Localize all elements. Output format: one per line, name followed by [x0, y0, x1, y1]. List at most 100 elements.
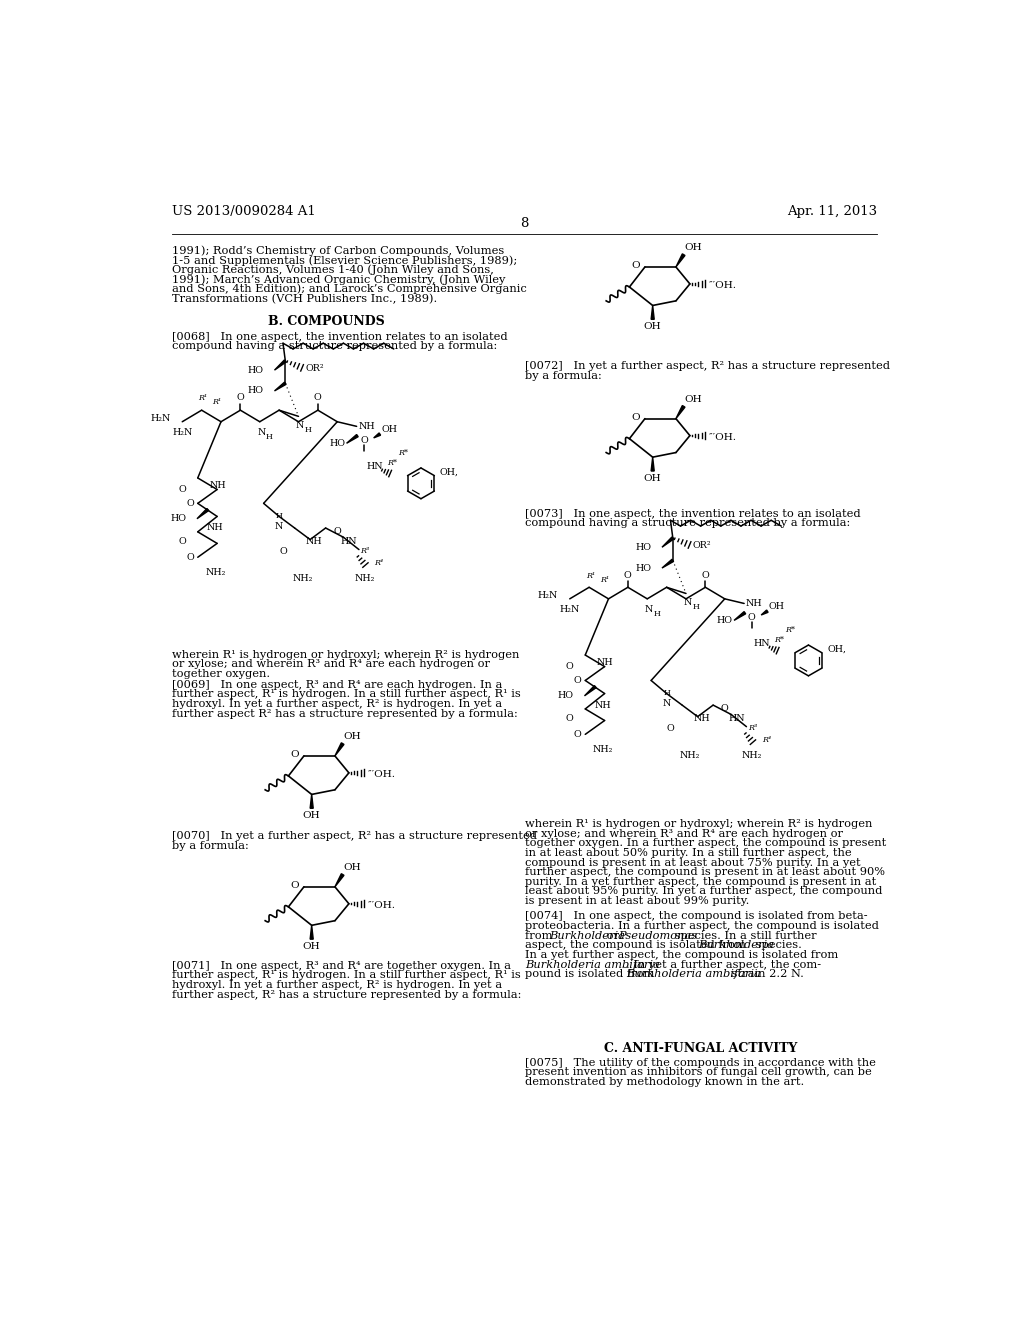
- Text: O: O: [566, 663, 573, 671]
- Text: ′′′OH.: ′′′OH.: [709, 281, 736, 290]
- Text: [0071]   In one aspect, R³ and R⁴ are together oxygen. In a: [0071] In one aspect, R³ and R⁴ are toge…: [172, 961, 511, 970]
- Text: O: O: [291, 750, 299, 759]
- Text: R³: R³: [360, 546, 370, 556]
- Text: O: O: [291, 880, 299, 890]
- Text: . In yet a further aspect, the com-: . In yet a further aspect, the com-: [627, 960, 821, 970]
- Text: OH: OH: [303, 942, 321, 952]
- Text: species. In a still further: species. In a still further: [672, 931, 817, 941]
- Text: OH,: OH,: [439, 467, 459, 477]
- Text: 1991); Rodd’s Chemistry of Carbon Compounds, Volumes: 1991); Rodd’s Chemistry of Carbon Compou…: [172, 246, 505, 256]
- Text: O: O: [178, 484, 186, 494]
- Text: [0073]   In one aspect, the invention relates to an isolated: [0073] In one aspect, the invention rela…: [524, 508, 860, 519]
- Text: O: O: [314, 393, 322, 403]
- Text: strain 2.2 N.: strain 2.2 N.: [728, 969, 804, 979]
- Text: Pseudomonas: Pseudomonas: [617, 931, 697, 941]
- Text: [0075]   The utility of the compounds in accordance with the: [0075] The utility of the compounds in a…: [524, 1057, 876, 1068]
- Polygon shape: [676, 253, 685, 267]
- Text: H: H: [653, 610, 660, 618]
- Polygon shape: [651, 457, 654, 471]
- Text: B. COMPOUNDS: B. COMPOUNDS: [268, 315, 385, 329]
- Text: HN: HN: [341, 537, 357, 546]
- Text: O: O: [721, 705, 729, 713]
- Text: ′′′OH.: ′′′OH.: [368, 900, 395, 909]
- Text: in at least about 50% purity. In a still further aspect, the: in at least about 50% purity. In a still…: [524, 847, 851, 858]
- Text: and Sons, 4th Edition); and Larock’s Comprehensive Organic: and Sons, 4th Edition); and Larock’s Com…: [172, 284, 527, 294]
- Text: or xylose; and wherein R³ and R⁴ are each hydrogen or: or xylose; and wherein R³ and R⁴ are eac…: [524, 829, 843, 838]
- Text: Transformations (VCH Publishers Inc., 1989).: Transformations (VCH Publishers Inc., 19…: [172, 293, 437, 304]
- Text: HO: HO: [248, 366, 263, 375]
- Text: H₂N: H₂N: [538, 591, 558, 601]
- Text: NH: NH: [693, 714, 710, 723]
- Text: R⁴: R⁴: [375, 558, 384, 566]
- Text: O: O: [573, 730, 582, 739]
- Text: present invention as inhibitors of fungal cell growth, can be: present invention as inhibitors of funga…: [524, 1068, 871, 1077]
- Text: OH: OH: [343, 733, 361, 742]
- Text: [0069]   In one aspect, R³ and R⁴ are each hydrogen. In a: [0069] In one aspect, R³ and R⁴ are each…: [172, 680, 503, 689]
- Text: by a formula:: by a formula:: [524, 371, 601, 380]
- Text: HO: HO: [717, 616, 732, 624]
- Text: O: O: [667, 723, 675, 733]
- Text: HO: HO: [635, 564, 651, 573]
- Text: O: O: [178, 537, 186, 546]
- Text: H₂N: H₂N: [151, 414, 171, 424]
- Text: wherein R¹ is hydrogen or hydroxyl; wherein R² is hydrogen: wherein R¹ is hydrogen or hydroxyl; wher…: [524, 818, 872, 829]
- Text: OH: OH: [343, 863, 361, 873]
- Polygon shape: [585, 685, 596, 696]
- Text: O: O: [701, 570, 710, 579]
- Text: NH₂: NH₂: [206, 568, 226, 577]
- Text: further aspect, the compound is present in at least about 90%: further aspect, the compound is present …: [524, 867, 885, 878]
- Text: C. ANTI-FUNGAL ACTIVITY: C. ANTI-FUNGAL ACTIVITY: [604, 1043, 798, 1056]
- Polygon shape: [197, 508, 209, 519]
- Text: OH: OH: [303, 812, 321, 820]
- Text: or: or: [603, 931, 623, 941]
- Text: HN: HN: [754, 639, 770, 648]
- Text: US 2013/0090284 A1: US 2013/0090284 A1: [172, 205, 316, 218]
- Text: OH: OH: [644, 322, 662, 331]
- Text: NH₂: NH₂: [292, 574, 312, 582]
- Text: N: N: [274, 521, 284, 531]
- Text: HN: HN: [367, 462, 383, 471]
- Text: NH: NH: [207, 524, 223, 532]
- Text: H₂N: H₂N: [172, 428, 193, 437]
- Text: together oxygen.: together oxygen.: [172, 669, 270, 678]
- Text: OR²: OR²: [693, 541, 712, 550]
- Text: OH: OH: [381, 425, 397, 434]
- Text: OH: OH: [644, 474, 662, 483]
- Polygon shape: [761, 610, 768, 615]
- Text: wherein R¹ is hydrogen or hydroxyl; wherein R² is hydrogen: wherein R¹ is hydrogen or hydroxyl; wher…: [172, 649, 519, 660]
- Text: H: H: [664, 689, 670, 697]
- Polygon shape: [310, 795, 313, 808]
- Text: NH: NH: [306, 537, 323, 546]
- Polygon shape: [335, 874, 344, 887]
- Text: O: O: [748, 612, 756, 622]
- Text: Organic Reactions, Volumes 1-40 (John Wiley and Sons,: Organic Reactions, Volumes 1-40 (John Wi…: [172, 264, 494, 276]
- Text: Burkholderia ambifaria: Burkholderia ambifaria: [524, 960, 659, 970]
- Text: ′′′OH.: ′′′OH.: [368, 770, 395, 779]
- Text: OH: OH: [684, 243, 702, 252]
- Text: further aspect R² has a structure represented by a formula:: further aspect R² has a structure repres…: [172, 709, 518, 718]
- Text: R¹: R¹: [586, 572, 595, 579]
- Polygon shape: [676, 405, 685, 418]
- Text: HN: HN: [728, 714, 744, 723]
- Text: H: H: [275, 512, 283, 520]
- Polygon shape: [734, 611, 745, 620]
- Text: O: O: [573, 676, 582, 685]
- Text: O: O: [186, 499, 194, 508]
- Text: O: O: [360, 436, 369, 445]
- Polygon shape: [374, 433, 381, 438]
- Text: pound is isolated from: pound is isolated from: [524, 969, 657, 979]
- Text: H: H: [305, 425, 311, 433]
- Text: O: O: [237, 393, 245, 403]
- Text: hydroxyl. In yet a further aspect, R² is hydrogen. In yet a: hydroxyl. In yet a further aspect, R² is…: [172, 700, 503, 709]
- Text: [0074]   In one aspect, the compound is isolated from beta-: [0074] In one aspect, the compound is is…: [524, 911, 867, 921]
- Text: O: O: [632, 413, 640, 421]
- Text: compound having a structure represented by a formula:: compound having a structure represented …: [172, 342, 498, 351]
- Text: O: O: [334, 528, 341, 536]
- Text: OH: OH: [769, 602, 785, 611]
- Text: OR²: OR²: [305, 364, 325, 374]
- Text: N: N: [257, 428, 265, 437]
- Text: Burkholderia: Burkholderia: [698, 940, 774, 950]
- Text: further aspect, R¹ is hydrogen. In a still further aspect, R¹ is: further aspect, R¹ is hydrogen. In a sti…: [172, 689, 521, 700]
- Text: N: N: [663, 700, 671, 708]
- Text: together oxygen. In a further aspect, the compound is present: together oxygen. In a further aspect, th…: [524, 838, 886, 849]
